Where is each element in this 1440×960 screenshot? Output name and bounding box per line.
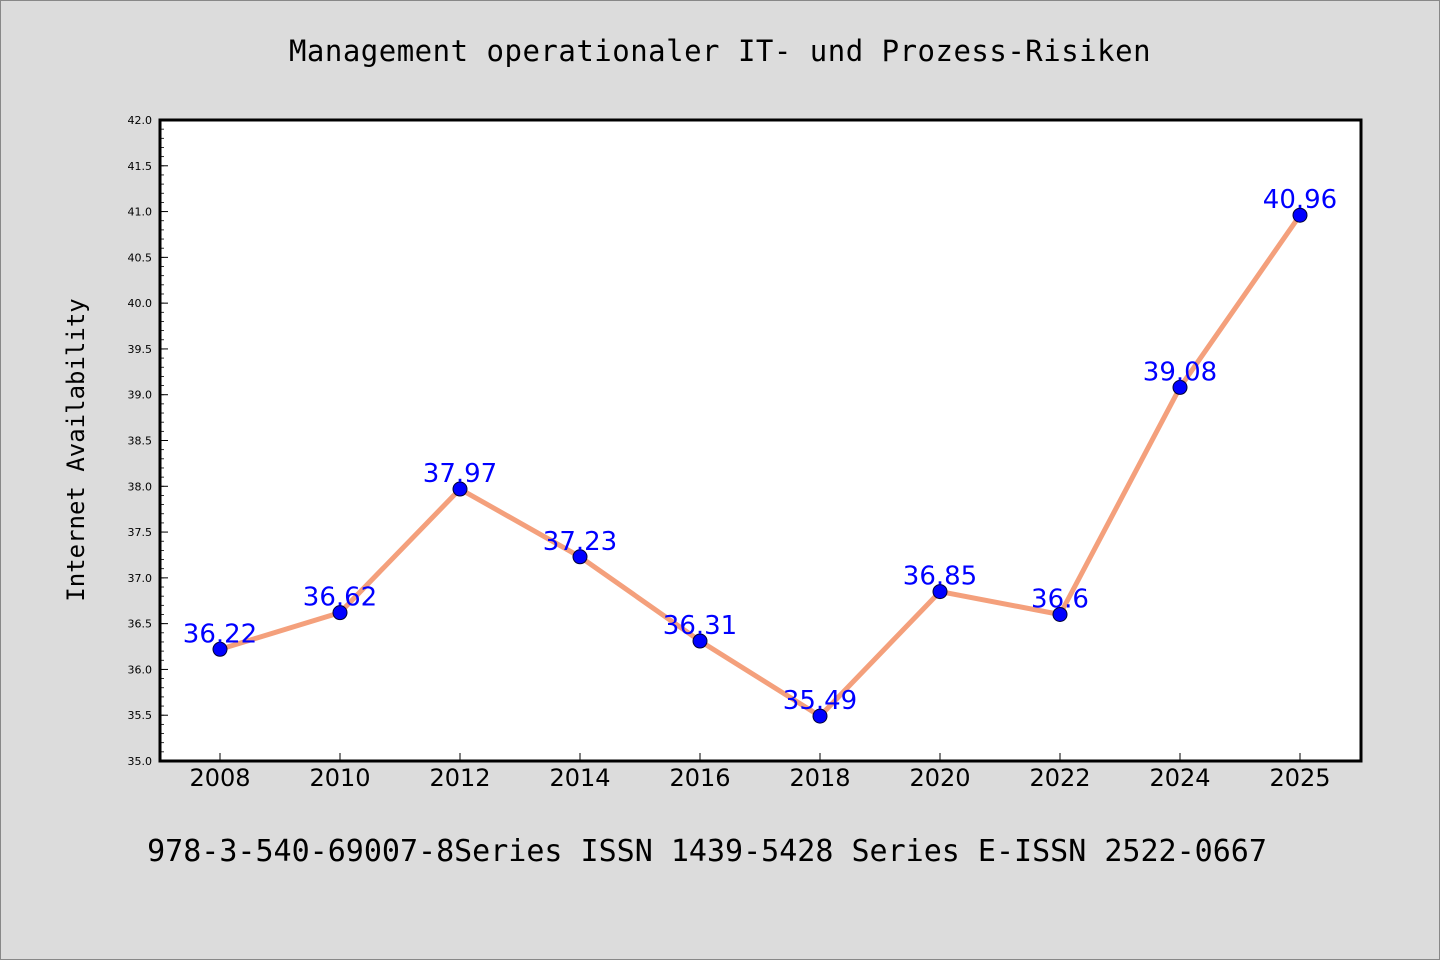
y-tick-label: 40.5 [128, 251, 153, 264]
data-markers [212, 207, 1308, 724]
data-label: 40.96 [1263, 185, 1337, 215]
x-tick-label: 2022 [1029, 764, 1090, 792]
x-tick-label: 2025 [1269, 764, 1330, 792]
data-label: 37.23 [543, 527, 617, 557]
data-point [452, 481, 468, 497]
y-tick-label: 42.0 [128, 114, 153, 127]
data-point [932, 584, 948, 600]
x-axis: 2008 2010 2012 2014 2016 2018 2020 2022 2024 2025 [189, 753, 1331, 792]
y-tick-label: 35.5 [128, 709, 153, 722]
x-tick-label: 2016 [669, 764, 730, 792]
data-label: 37.97 [423, 459, 497, 489]
plot-area [158, 118, 1363, 763]
data-label: 36.85 [903, 562, 977, 592]
x-tick-label: 2018 [789, 764, 850, 792]
data-point [812, 708, 828, 724]
data-point [1052, 606, 1068, 622]
data-label: 36.6 [1031, 584, 1089, 614]
data-point [572, 549, 588, 565]
y-tick-label: 38.0 [128, 480, 153, 493]
data-labels: 36.22 36.62 37.97 37.23 36.31 35.49 36.85 36.6 3… [183, 185, 1337, 716]
y-tick-label: 36.0 [128, 663, 153, 676]
chart-title: Management operationaler IT- und Prozess… [288, 34, 1152, 68]
data-point [1292, 207, 1308, 223]
y-axis: 35.0 35.5 36.0 36.5 37.0 37.5 38.0 38.5 39.0 39.5… [128, 114, 168, 768]
y-tick-label: 39.0 [128, 389, 153, 402]
y-axis-label: Internet Availability [62, 298, 90, 601]
x-tick-label: 2024 [1149, 764, 1210, 792]
y-tick-label: 38.5 [128, 435, 153, 448]
data-label: 36.31 [663, 611, 737, 641]
x-tick-label: 2010 [309, 764, 370, 792]
data-point [212, 641, 228, 657]
data-label: 35.49 [783, 686, 857, 716]
data-label: 39.08 [1143, 357, 1217, 387]
y-tick-label: 39.5 [128, 343, 153, 356]
data-point [1172, 379, 1188, 395]
x-tick-label: 2014 [549, 764, 610, 792]
x-tick-label: 2008 [189, 764, 250, 792]
data-point [332, 605, 348, 621]
y-tick-label: 41.0 [128, 206, 153, 219]
series-line [217, 212, 1303, 719]
data-point [692, 633, 708, 649]
y-tick-label: 36.5 [128, 618, 153, 631]
y-tick-label: 37.0 [128, 572, 153, 585]
y-tick-label: 35.0 [128, 755, 153, 768]
y-tick-label: 41.5 [128, 160, 153, 173]
y-tick-label: 40.0 [128, 297, 153, 310]
y-tick-label: 37.5 [128, 526, 153, 539]
data-label: 36.22 [183, 619, 257, 649]
data-label: 36.62 [303, 583, 377, 613]
isbn-caption: 978-3-540-69007-8Series ISSN 1439-5428 S… [147, 834, 1267, 869]
x-tick-label: 2020 [909, 764, 970, 792]
x-tick-label: 2012 [429, 764, 490, 792]
